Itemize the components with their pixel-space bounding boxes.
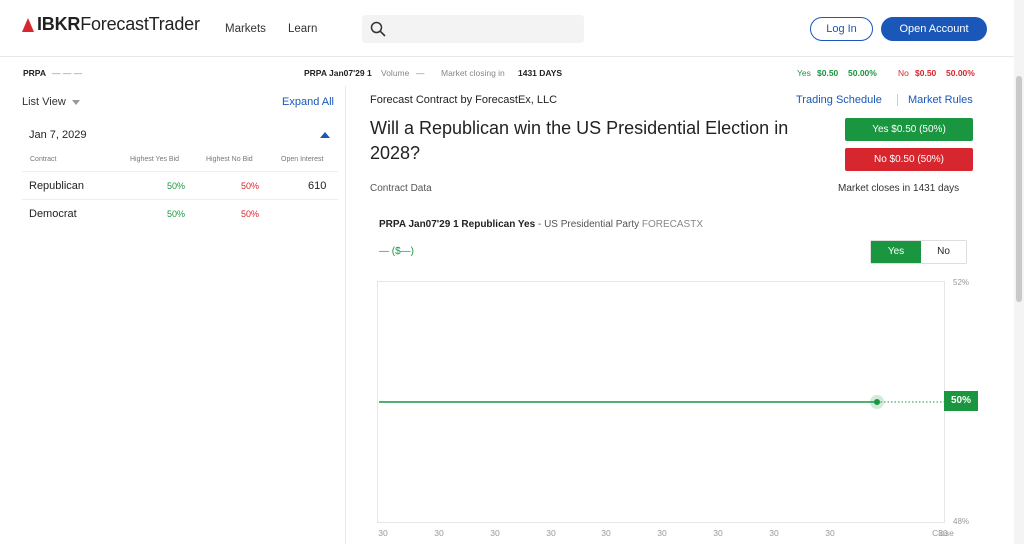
ticker-volume-value: —	[416, 68, 425, 78]
chart-dash: -	[535, 219, 545, 230]
divider	[897, 94, 898, 106]
contract-date-group: Jan 7, 2029 Contract Highest Yes Bid Hig…	[22, 120, 338, 230]
logo[interactable]: IBKRForecastTrader	[22, 14, 200, 35]
col-header-contract: Contract	[30, 156, 57, 163]
x-tick-label: 30	[769, 528, 779, 538]
ticker-yes-price: $0.50	[817, 68, 839, 78]
row-no-bid: 50%	[241, 181, 260, 191]
ticker-contract: PRPA Jan07'29 1	[304, 68, 372, 78]
x-tick-label: 30	[434, 528, 444, 538]
login-button[interactable]: Log In	[810, 17, 873, 41]
ticker-yes-label: Yes	[797, 68, 811, 78]
x-tick-label: 30	[657, 528, 667, 538]
row-contract: Democrat	[29, 208, 77, 220]
x-tick-label: 30	[713, 528, 723, 538]
row-yes-bid: 50%	[167, 181, 186, 191]
buy-yes-button[interactable]: Yes $0.50 (50%)	[845, 118, 973, 141]
yes-no-toggle[interactable]: Yes No	[870, 240, 967, 264]
trading-schedule-link[interactable]: Trading Schedule	[796, 94, 882, 106]
col-header-open-interest: Open Interest	[281, 156, 324, 163]
group-date: Jan 7, 2029	[29, 129, 87, 141]
chart-category: US Presidential Party	[544, 219, 640, 230]
ticker-closing-value: 1431 DAYS	[518, 68, 563, 78]
y-tick-label-top: 52%	[953, 278, 969, 287]
row-contract: Republican	[29, 180, 85, 192]
contract-list-panel: List View Expand All Jan 7, 2029 Contrac…	[0, 86, 346, 544]
search-input[interactable]	[392, 15, 577, 43]
x-tick-label: 30	[378, 528, 388, 538]
chart-price: — ($—)	[379, 246, 414, 257]
row-no-bid: 50%	[241, 209, 260, 219]
col-header-yes-bid: Highest Yes Bid	[130, 156, 180, 163]
y-tick-label-bottom: 48%	[953, 517, 969, 526]
ticker-yes-pct: 50.00%	[848, 68, 877, 78]
x-tick-label: 30	[601, 528, 611, 538]
page-title: Will a Republican win the US Presidentia…	[370, 118, 789, 163]
ticker-no-price: $0.50	[915, 68, 937, 78]
ticker-symbol-dashes: — — —	[52, 68, 83, 78]
current-value-tag: 50%	[944, 391, 978, 411]
logo-text-bold: IBKR	[37, 14, 81, 34]
chevron-up-icon[interactable]	[320, 132, 330, 138]
toggle-yes[interactable]: Yes	[871, 241, 921, 263]
x-tick-label: 30	[938, 528, 948, 538]
chart-header: PRPA Jan07'29 1 Republican Yes - US Pres…	[379, 219, 703, 230]
ticker-symbol: PRPA	[23, 68, 46, 78]
search-box[interactable]	[362, 15, 584, 43]
market-rules-link[interactable]: Market Rules	[908, 94, 973, 106]
toggle-no[interactable]: No	[937, 246, 950, 257]
scrollbar-thumb[interactable]	[1016, 76, 1022, 302]
chart-source: FORECASTX	[641, 219, 704, 230]
chart-contract: PRPA Jan07'29 1 Republican Yes	[379, 219, 536, 230]
chevron-down-icon	[71, 99, 80, 105]
row-yes-bid: 50%	[167, 209, 186, 219]
list-view-dropdown[interactable]: List View	[22, 96, 80, 108]
price-chart-frame	[377, 281, 945, 523]
ticker-volume-label: Volume	[381, 68, 410, 78]
x-tick-label: 30	[825, 528, 835, 538]
top-header: IBKRForecastTrader Markets Learn Log In …	[0, 0, 1014, 57]
contract-data-label: Contract Data	[370, 183, 432, 194]
logo-text: IBKRForecastTrader	[37, 14, 200, 35]
search-icon	[370, 21, 386, 37]
contract-provider: Forecast Contract by ForecastEx, LLC	[370, 94, 558, 106]
expand-all-link[interactable]: Expand All	[282, 96, 334, 108]
list-view-label: List View	[22, 96, 66, 108]
ticker-closing-label: Market closing in	[441, 68, 505, 78]
buy-no-button[interactable]: No $0.50 (50%)	[845, 148, 973, 171]
logo-text-rest: ForecastTrader	[80, 14, 200, 34]
nav-learn[interactable]: Learn	[288, 23, 318, 35]
ticker-no-label: No	[898, 68, 909, 78]
ticker-no-pct: 50.00%	[946, 68, 975, 78]
col-header-no-bid: Highest No Bid	[206, 156, 253, 163]
table-row[interactable]: Republican 50% 50% 610	[22, 171, 338, 199]
open-account-button[interactable]: Open Account	[881, 17, 987, 41]
x-tick-label: 30	[490, 528, 500, 538]
market-closes-text: Market closes in 1431 days	[838, 183, 960, 194]
row-open-interest: 610	[308, 180, 327, 192]
nav-markets[interactable]: Markets	[225, 23, 266, 35]
x-tick-label: Close	[932, 528, 954, 538]
x-tick-label: 30	[546, 528, 556, 538]
table-row[interactable]: Democrat 50% 50%	[22, 199, 338, 227]
logo-flame-icon	[22, 16, 34, 34]
